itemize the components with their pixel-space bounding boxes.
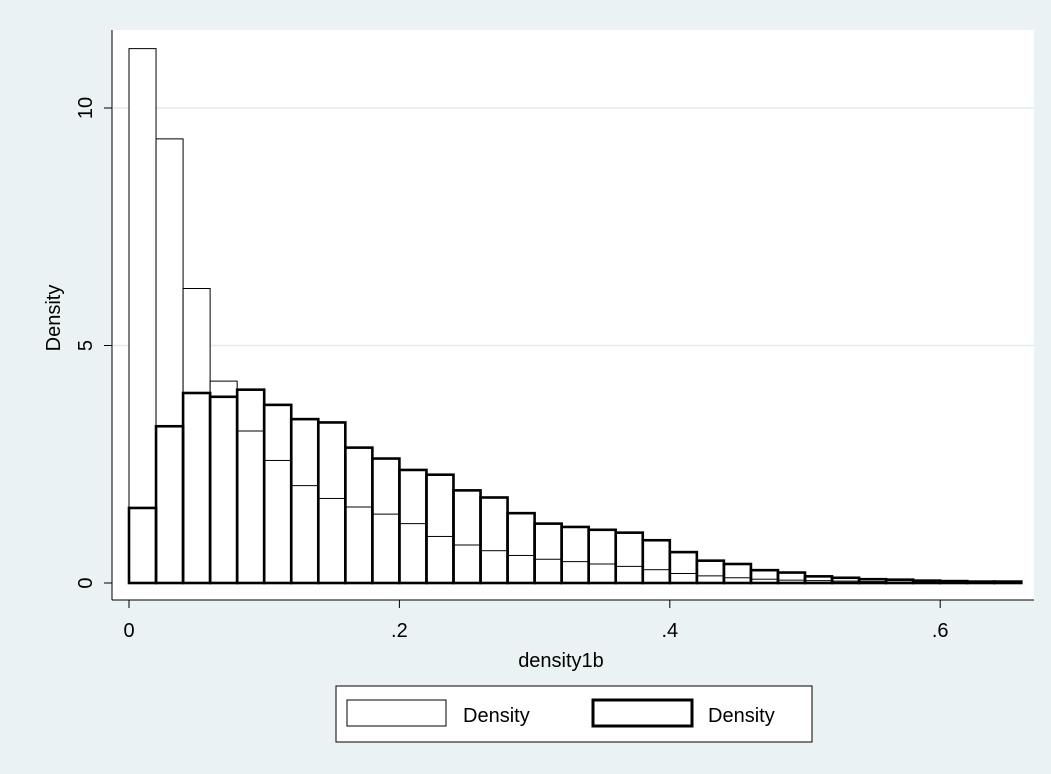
y-axis-label: Density — [43, 285, 65, 352]
bar-thin — [318, 498, 345, 583]
bar-thin — [453, 545, 480, 583]
legend-swatch-thin — [347, 700, 446, 726]
bar-thin — [129, 49, 156, 583]
x-tick-label: 0 — [123, 620, 134, 642]
bar-thin — [264, 460, 291, 583]
bar-thin — [156, 139, 183, 583]
bar-thin — [426, 536, 453, 583]
bar-thin — [183, 289, 210, 584]
y-tick-label: 0 — [75, 577, 97, 588]
bar-thin — [345, 507, 372, 583]
legend-label-thick: Density — [708, 705, 775, 727]
bar-thin — [508, 555, 535, 583]
bar-thin — [562, 562, 589, 583]
bar-thin — [670, 574, 697, 584]
x-axis-ticks: 0 .2 .4 .6 — [123, 600, 948, 642]
y-tick-label: 10 — [75, 97, 97, 119]
x-tick-label: .6 — [932, 620, 949, 642]
legend-label-thin: Density — [463, 705, 530, 727]
legend-swatch-thick — [593, 700, 692, 726]
bar-thin — [210, 381, 237, 583]
x-axis-label: density1b — [518, 650, 604, 672]
bar-thin — [291, 486, 318, 583]
bar-thin — [237, 431, 264, 583]
bar-thin — [535, 559, 562, 583]
legend: Density Density — [336, 686, 812, 742]
bar-thin — [616, 566, 643, 583]
bar-thin — [481, 551, 508, 583]
x-tick-label: .4 — [661, 620, 678, 642]
x-tick-label: .2 — [391, 620, 408, 642]
bar-thin — [372, 514, 399, 583]
bar-thin — [589, 564, 616, 583]
y-axis-ticks: 0 5 10 — [75, 97, 112, 589]
bar-thin — [643, 570, 670, 583]
bar-thin — [399, 524, 426, 583]
y-tick-label: 5 — [75, 340, 97, 351]
